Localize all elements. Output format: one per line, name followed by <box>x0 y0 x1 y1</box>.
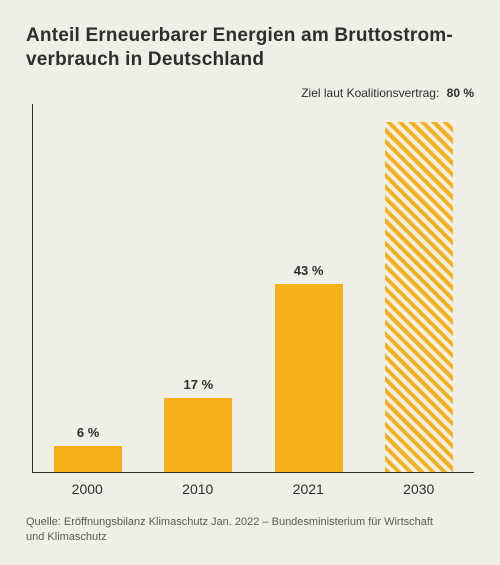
bar <box>54 446 122 472</box>
bar-value-label: 17 % <box>184 377 214 392</box>
chart-card: Anteil Erneuerbarer Energien am Bruttost… <box>0 0 500 565</box>
bar-slot <box>364 104 474 472</box>
x-axis-label: 2000 <box>32 481 143 497</box>
chart-area: 6 % 17 % 43 % 2000201020212030 <box>26 104 474 501</box>
bar-value-label: 43 % <box>294 263 324 278</box>
chart-source-line-1: Quelle: Eröffnungsbilanz Klimaschutz Jan… <box>26 516 433 528</box>
bar-value-label: 6 % <box>77 425 99 440</box>
target-annotation: Ziel laut Koalitionsvertrag: 80 % <box>26 86 474 100</box>
bar-target <box>385 122 453 472</box>
chart-plot: 6 % 17 % 43 % <box>32 104 474 473</box>
bar <box>164 398 232 472</box>
target-annotation-prefix: Ziel laut Koalitionsvertrag: <box>301 86 439 100</box>
x-axis-label: 2030 <box>364 481 475 497</box>
x-axis-label: 2010 <box>143 481 254 497</box>
bar-slot: 43 % <box>254 104 364 472</box>
chart-title: Anteil Erneuerbarer Energien am Bruttost… <box>26 24 474 72</box>
chart-bars-container: 6 % 17 % 43 % <box>33 104 474 472</box>
bar-slot: 17 % <box>143 104 253 472</box>
chart-source-line-2: und Klimaschutz <box>26 531 107 543</box>
target-annotation-value: 80 % <box>447 86 474 100</box>
chart-title-line-2: verbrauch in Deutschland <box>26 49 264 70</box>
bar <box>275 284 343 472</box>
chart-title-line-1: Anteil Erneuerbarer Energien am Bruttost… <box>26 25 453 46</box>
x-axis-label: 2021 <box>253 481 364 497</box>
bar-slot: 6 % <box>33 104 143 472</box>
chart-x-labels: 2000201020212030 <box>32 477 474 501</box>
chart-source: Quelle: Eröffnungsbilanz Klimaschutz Jan… <box>26 515 474 545</box>
